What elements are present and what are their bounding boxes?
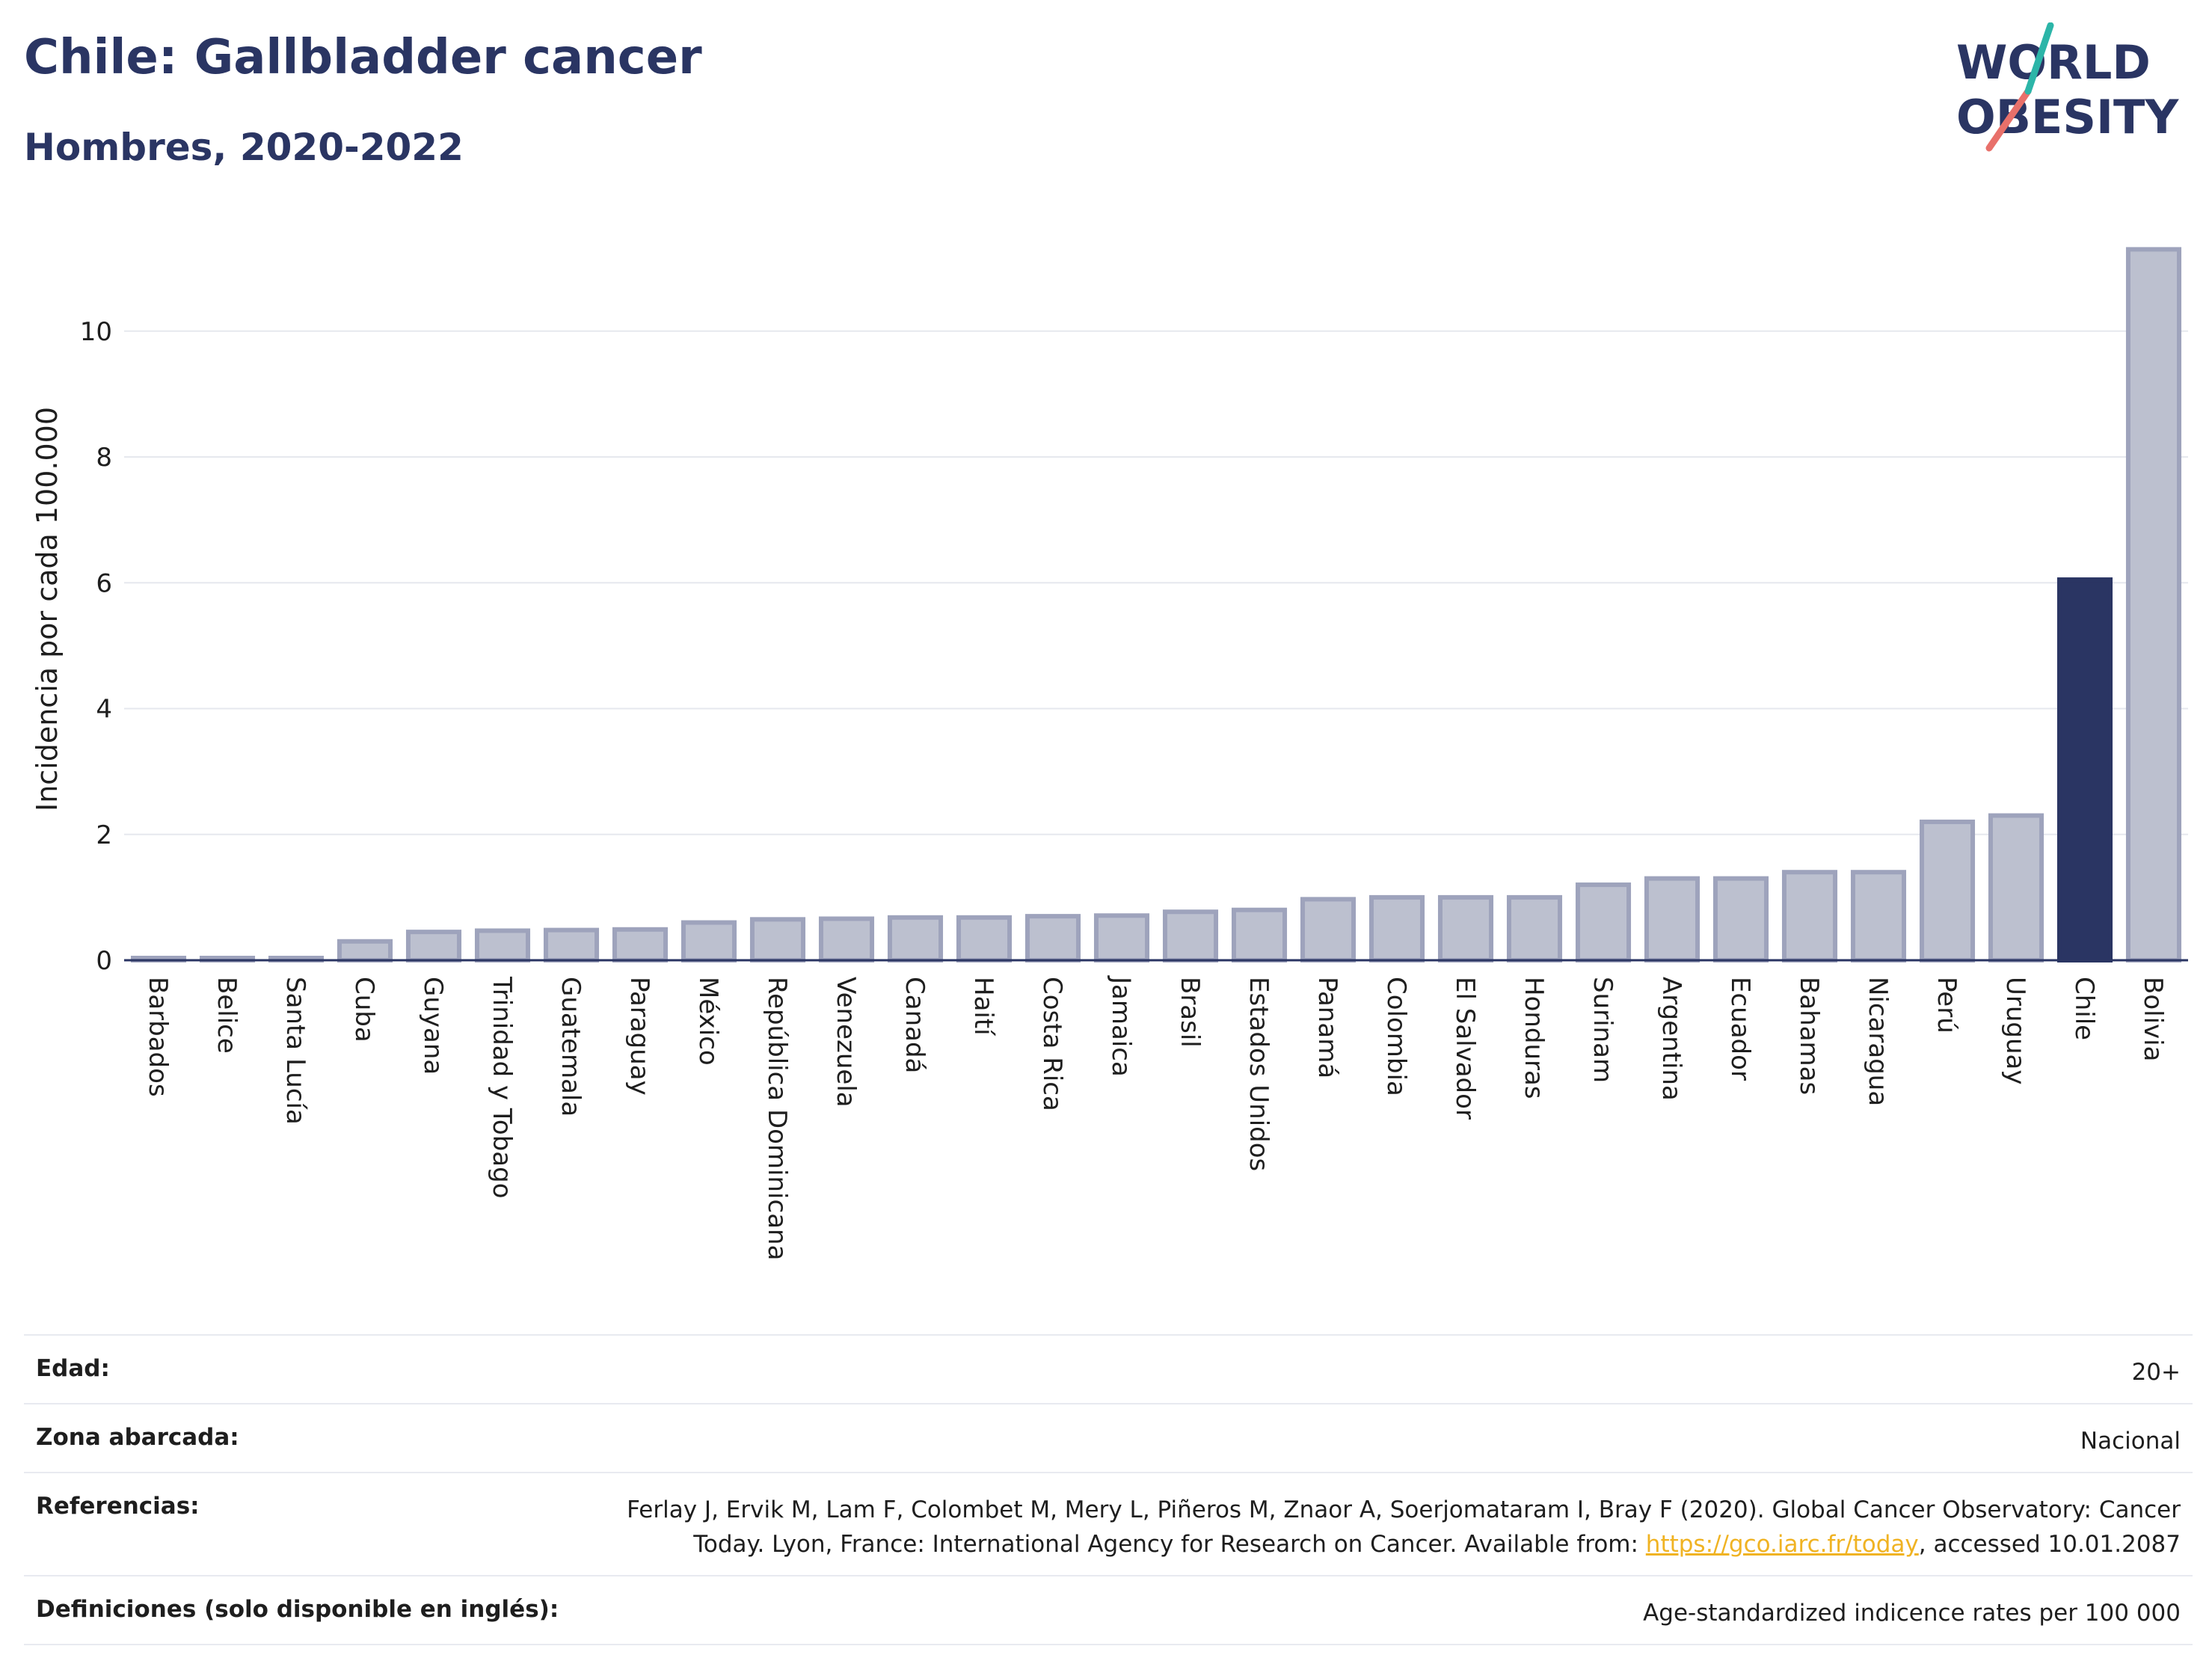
bar: [1368, 894, 1425, 963]
zone-value: Nacional: [2080, 1428, 2181, 1455]
y-tick-label: 0: [96, 946, 112, 976]
logo-slash-coral: [1985, 87, 2032, 152]
y-tick-label: 6: [96, 568, 112, 598]
x-tick-label: Bahamas: [1794, 977, 1824, 1095]
x-tick-label: Surinam: [1588, 977, 1617, 1083]
bar: [2125, 247, 2182, 962]
x-tick-label: Panamá: [1312, 977, 1342, 1078]
x-tick-label: Santa Lucía: [280, 977, 310, 1125]
x-tick-label: Haití: [968, 977, 998, 1037]
bar: [2056, 577, 2113, 962]
bar: [956, 915, 1013, 963]
x-tick-label: Ecuador: [1725, 977, 1755, 1081]
x-tick-label: Uruguay: [2000, 977, 2030, 1085]
references-text: Ferlay J, Ervik M, Lam F, Colombet M, Me…: [627, 1496, 2181, 1558]
zone-label: Zona abarcada:: [36, 1424, 239, 1451]
x-tick-label: El Salvador: [1450, 977, 1480, 1120]
references-value: Ferlay J, Ervik M, Lam F, Colombet M, Me…: [610, 1493, 2181, 1562]
x-tick-label: Perú: [1932, 977, 1961, 1034]
bar: [543, 927, 600, 963]
bar: [1437, 894, 1494, 963]
bar: [1712, 876, 1769, 963]
info-row-definitions: Definiciones (solo disponible en inglés)…: [24, 1575, 2193, 1645]
x-tick-label: Belice: [212, 977, 242, 1054]
info-table: Edad: 20+ Zona abarcada: Nacional Refere…: [24, 1334, 2193, 1645]
x-tick-label: Colombia: [1381, 977, 1411, 1096]
bar-chart: 0 2 4 6 8 10 Incidencia por cada 100.000 Barbad…: [31, 247, 2188, 1260]
x-tick-label: Jamaica: [1106, 975, 1136, 1077]
bar: [749, 917, 806, 963]
x-tick-label: Chile: [2069, 977, 2099, 1040]
chart-title: Chile: Gallbladder cancer: [24, 30, 702, 85]
info-row-age: Edad: 20+: [24, 1334, 2193, 1403]
x-tick-label: Nicaragua: [1863, 977, 1893, 1106]
y-tick-label: 2: [96, 820, 112, 850]
x-tick-label: Bolivia: [2138, 977, 2168, 1061]
info-row-zone: Zona abarcada: Nacional: [24, 1403, 2193, 1472]
bar: [405, 930, 462, 963]
age-value: 20+: [2131, 1359, 2181, 1386]
bar: [1988, 813, 2044, 963]
x-tick-label: Argentina: [1656, 977, 1686, 1101]
references-suffix: , accessed 10.01.2087: [1918, 1531, 2181, 1558]
bar: [1644, 876, 1701, 963]
bar: [1024, 914, 1081, 962]
x-tick-label: Canadá: [900, 977, 930, 1073]
bar: [1162, 909, 1219, 963]
info-row-references: Referencias: Ferlay J, Ervik M, Lam F, C…: [24, 1472, 2193, 1575]
x-tick-label: Cuba: [349, 977, 379, 1043]
x-tick-label: México: [693, 977, 723, 1066]
definitions-label: Definiciones (solo disponible en inglés)…: [36, 1596, 559, 1623]
y-tick-label: 8: [96, 443, 112, 473]
logo-line-2: OBESITY: [1956, 90, 2179, 144]
bar: [337, 939, 393, 963]
bar: [818, 916, 875, 963]
bar: [1300, 897, 1357, 962]
x-tick-label: Venezuela: [831, 977, 861, 1108]
references-label: Referencias:: [36, 1493, 200, 1520]
bar: [474, 928, 531, 962]
bar: [1781, 870, 1838, 962]
age-label: Edad:: [36, 1355, 110, 1382]
bar: [1575, 882, 1632, 962]
bar: [1506, 894, 1563, 963]
y-tick-label: 10: [80, 317, 112, 347]
bar: [1231, 907, 1288, 963]
x-tick-label: Barbados: [143, 977, 173, 1097]
x-tick-label: Paraguay: [624, 977, 654, 1096]
bar: [612, 927, 669, 962]
references-link[interactable]: https://gco.iarc.fr/today: [1645, 1531, 1919, 1558]
x-tick-label: Brasil: [1175, 977, 1205, 1048]
bar: [681, 920, 737, 963]
world-obesity-logo: WORLD OBESITY: [1956, 22, 2179, 152]
bar: [887, 915, 944, 963]
x-tick-label: Honduras: [1519, 977, 1549, 1099]
y-tick-label: 4: [96, 695, 112, 725]
x-tick-label: Costa Rica: [1037, 977, 1067, 1111]
y-axis-label: Incidencia por cada 100.000: [31, 407, 64, 811]
x-tick-label: Estados Unidos: [1244, 977, 1274, 1171]
logo-line-1: WORLD: [1956, 35, 2151, 90]
x-tick-label: Guatemala: [556, 977, 586, 1117]
bar: [1850, 870, 1907, 962]
x-tick-label: Guyana: [418, 977, 448, 1075]
bar: [1093, 913, 1150, 963]
chart-subtitle: Hombres, 2020-2022: [24, 126, 464, 169]
definitions-value: Age-standardized indicence rates per 100…: [1643, 1600, 2181, 1627]
logo-slash-teal: [2024, 22, 2054, 95]
x-tick-label: Trinidad y Tobago: [487, 976, 517, 1199]
bar: [1919, 819, 1976, 962]
x-tick-label: República Dominicana: [762, 977, 792, 1260]
